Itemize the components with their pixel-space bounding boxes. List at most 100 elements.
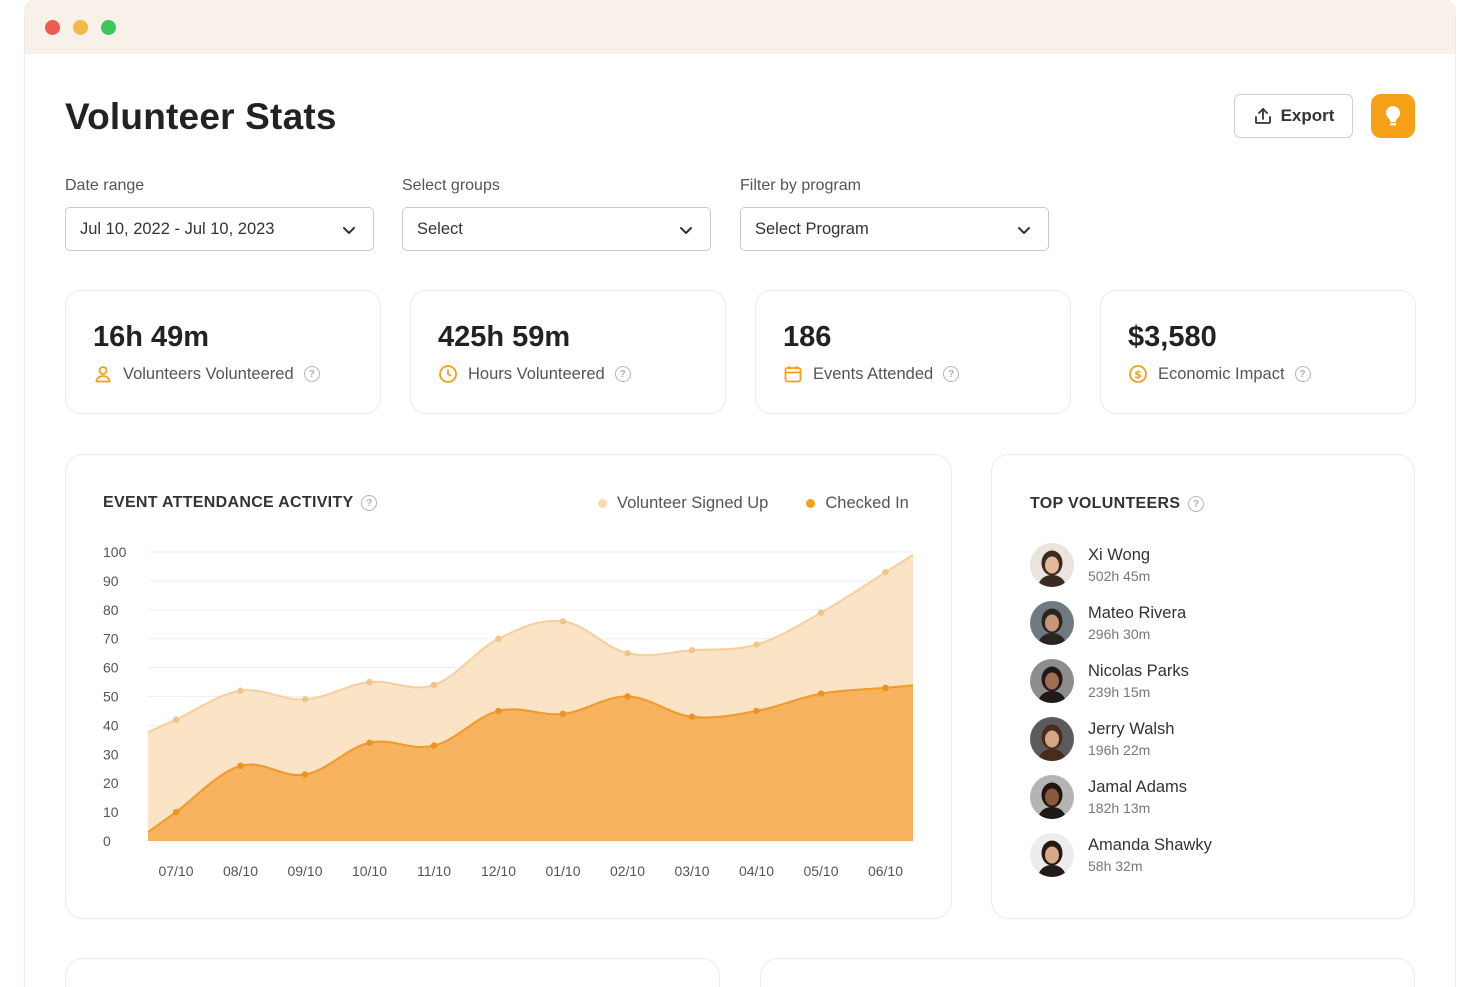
stat-value: $3,580 <box>1128 321 1217 353</box>
stat-label: Economic Impact <box>1158 364 1285 383</box>
point-signed-up <box>559 618 567 625</box>
y-tick-label: 90 <box>103 573 119 589</box>
chart-title: EVENT ATTENDANCE ACTIVITY <box>103 494 354 511</box>
point-checked-in <box>430 742 438 749</box>
select-groups-select[interactable]: Select <box>402 207 711 251</box>
point-signed-up <box>817 609 825 616</box>
legend-label-checked-in: Checked In <box>825 494 909 512</box>
export-button[interactable]: Export <box>1234 94 1353 138</box>
stat-card-economic: $3,580 $ Economic Impact ? <box>1100 290 1416 414</box>
dollar-coin-icon: $ <box>1128 364 1148 384</box>
person-icon <box>93 364 113 384</box>
volunteer-list-item[interactable]: Jerry Walsh 196h 22m <box>1030 717 1174 761</box>
point-signed-up <box>237 687 244 694</box>
date-range-select[interactable]: Jul 10, 2022 - Jul 10, 2023 <box>65 207 374 251</box>
volunteer-list-item[interactable]: Jamal Adams 182h 13m <box>1030 775 1187 819</box>
volunteer-list-item[interactable]: Mateo Rivera 296h 30m <box>1030 601 1186 645</box>
volunteer-hours: 239h 15m <box>1088 684 1151 700</box>
stat-label: Volunteers Volunteered <box>123 364 294 383</box>
point-signed-up <box>753 641 760 648</box>
volunteer-list-item[interactable]: Xi Wong 502h 45m <box>1030 543 1150 587</box>
point-checked-in <box>301 771 309 778</box>
point-checked-in <box>882 684 889 692</box>
point-checked-in <box>366 739 373 746</box>
point-checked-in <box>559 710 567 718</box>
point-checked-in <box>495 707 502 715</box>
avatar <box>1030 543 1074 587</box>
top-volunteers-panel: TOP VOLUNTEERS ? Xi Wong 502h 45m Mateo Ri… <box>991 454 1415 919</box>
legend-label-signed-up: Volunteer Signed Up <box>617 494 769 512</box>
top-volunteers-title-row: TOP VOLUNTEERS ? <box>1030 495 1205 513</box>
volunteer-name: Jamal Adams <box>1088 778 1188 796</box>
y-tick-label: 70 <box>103 631 119 647</box>
help-icon[interactable]: ? <box>1188 496 1205 512</box>
minimize-window-button[interactable] <box>73 20 88 35</box>
point-checked-in <box>624 693 631 700</box>
volunteer-hours: 182h 13m <box>1088 800 1151 816</box>
help-icon[interactable]: ? <box>614 366 631 382</box>
y-tick-label: 50 <box>103 689 119 705</box>
point-checked-in <box>237 762 244 770</box>
x-tick-label: 01/10 <box>545 863 580 879</box>
avatar <box>1030 833 1074 877</box>
stat-label: Events Attended <box>813 364 934 383</box>
volunteer-hours: 296h 30m <box>1088 626 1151 642</box>
export-button-label: Export <box>1280 106 1335 125</box>
volunteer-hours: 502h 45m <box>1088 568 1151 584</box>
point-checked-in <box>817 690 825 697</box>
chart-legend: Volunteer Signed Up Checked In <box>598 494 909 513</box>
lightbulb-button[interactable] <box>1371 94 1415 138</box>
avatar <box>1030 717 1074 761</box>
help-icon[interactable]: ? <box>361 495 378 511</box>
point-checked-in <box>172 808 180 816</box>
x-tick-label: 04/10 <box>739 863 774 879</box>
clock-icon <box>438 364 458 384</box>
filter-program-select[interactable]: Select Program <box>740 207 1049 251</box>
point-signed-up <box>624 649 631 657</box>
filter-program-label: Filter by program <box>740 177 861 194</box>
bottom-card-right <box>760 958 1415 987</box>
x-tick-label: 12/10 <box>481 863 516 879</box>
avatar <box>1030 601 1074 645</box>
point-signed-up <box>430 681 438 689</box>
point-signed-up <box>366 678 373 686</box>
stat-value: 425h 59m <box>438 321 571 353</box>
date-range-value: Jul 10, 2022 - Jul 10, 2023 <box>80 219 275 238</box>
volunteer-hours: 196h 22m <box>1088 742 1151 758</box>
chevron-down-icon <box>343 227 355 234</box>
volunteer-name: Mateo Rivera <box>1088 604 1187 622</box>
legend-swatch-signed-up <box>598 499 607 508</box>
maximize-window-button[interactable] <box>101 20 116 35</box>
x-tick-label: 11/10 <box>417 863 451 879</box>
line-signed-up <box>147 554 914 734</box>
svg-text:$: $ <box>1134 368 1142 381</box>
help-icon[interactable]: ? <box>943 366 960 382</box>
help-icon[interactable]: ? <box>303 366 320 382</box>
volunteer-name: Nicolas Parks <box>1088 662 1189 680</box>
volunteer-name: Amanda Shawky <box>1088 836 1212 854</box>
point-signed-up <box>882 569 889 576</box>
avatar <box>1030 659 1074 703</box>
avatar <box>1030 775 1074 819</box>
app-window: Volunteer Stats Export Date range Jul 10… <box>25 0 1455 987</box>
point-signed-up <box>301 696 309 703</box>
volunteer-list-item[interactable]: Amanda Shawky 58h 32m <box>1030 833 1212 877</box>
point-signed-up <box>688 647 696 654</box>
upload-icon <box>1254 108 1271 124</box>
select-groups-value: Select <box>417 219 463 238</box>
help-icon[interactable]: ? <box>1294 366 1311 382</box>
y-tick-label: 0 <box>103 833 111 849</box>
y-tick-label: 100 <box>103 544 127 560</box>
x-tick-label: 02/10 <box>610 863 645 879</box>
volunteer-list-item[interactable]: Nicolas Parks 239h 15m <box>1030 659 1189 703</box>
page-title: Volunteer Stats <box>65 96 337 137</box>
stat-card-hours: 425h 59m Hours Volunteered ? <box>410 290 726 414</box>
stat-card-events: 186 Events Attended ? <box>755 290 1071 414</box>
close-window-button[interactable] <box>45 20 60 35</box>
point-signed-up <box>495 635 502 642</box>
stat-value: 186 <box>783 321 832 353</box>
window-titlebar <box>25 0 1455 54</box>
calendar-icon <box>783 364 803 384</box>
volunteer-name: Jerry Walsh <box>1088 720 1175 738</box>
x-tick-label: 09/10 <box>287 863 322 879</box>
